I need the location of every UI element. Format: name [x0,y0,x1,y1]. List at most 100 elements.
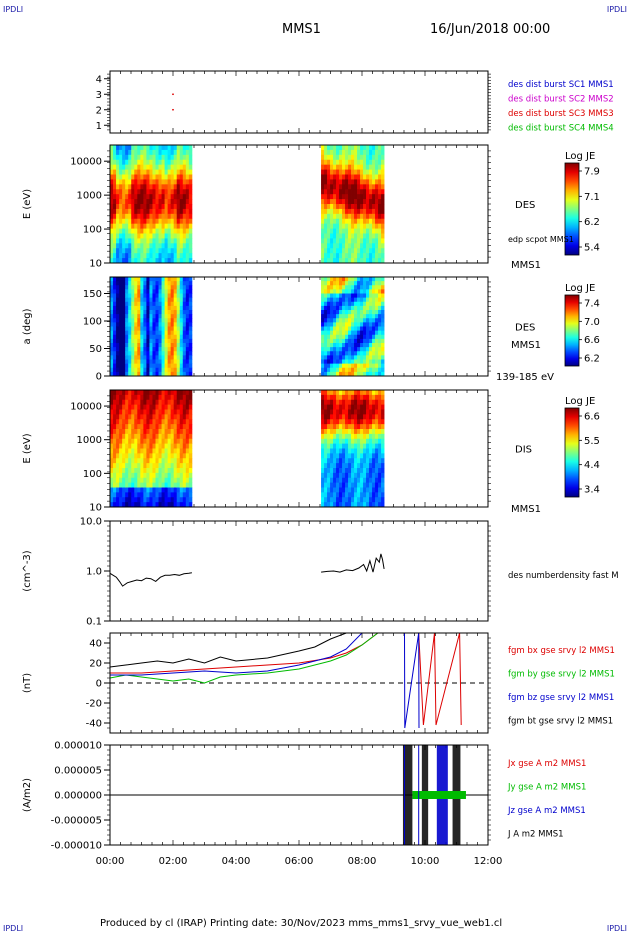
heatmap-cell [351,189,355,195]
heatmap-cell [149,419,153,425]
heatmap-cell [146,145,150,151]
heatmap-cell [351,159,355,166]
heatmap-cell [140,409,144,415]
heatmap-cell [348,285,352,290]
heatmap-cell [155,174,159,180]
heatmap-cell [164,159,169,166]
heatmap-cell [170,347,175,352]
colorbar-tick-label: 4.4 [584,460,600,471]
heatmap-cell [363,289,367,294]
heatmap-cell [357,194,361,200]
heatmap-cell [375,145,379,151]
heatmap-cell [143,347,147,352]
heatmap-cell [330,149,334,156]
heatmap-cell [182,492,187,498]
heatmap-cell [161,463,165,469]
heatmap-cell [119,477,123,484]
heatmap-cell [327,497,331,503]
y-tick-label: 0.000005 [54,766,102,777]
heatmap-cell [188,424,193,430]
heatmap-cell [321,199,325,205]
heatmap-cell [327,458,331,464]
heatmap-cell [179,318,184,323]
heatmap-cell [369,472,373,479]
heatmap-cell [173,189,178,195]
heatmap-cell [357,179,361,185]
heatmap-cell [336,492,340,498]
heatmap-cell [131,399,135,406]
heatmap-cell [188,145,193,151]
heatmap-cell [131,184,135,190]
heatmap-cell [119,482,123,488]
heatmap-cell [113,343,117,348]
heatmap-cell [372,169,376,175]
heatmap-cell [381,458,385,464]
heatmap-cell [354,248,358,254]
heatmap-cell [327,343,331,348]
heatmap-cell [128,184,132,190]
heatmap-cell [131,169,135,175]
heatmap-cell [167,314,172,319]
heatmap-cell [110,429,114,435]
heatmap-cell [122,399,126,406]
heatmap-cell [170,487,175,493]
heatmap-cell [164,305,169,311]
y-axis-label: (cm^-3) [22,550,33,591]
heatmap-cell [330,289,334,294]
heatmap-cell [119,404,123,410]
heatmap-cell [357,289,361,294]
heatmap-cell [176,154,181,161]
heatmap-cell [348,258,352,264]
heatmap-cell [372,293,376,299]
heatmap-cell [327,404,331,410]
heatmap-cell [110,502,114,508]
heatmap-cell [321,159,325,166]
heatmap-cell [119,468,123,474]
heatmap-cell [152,351,156,356]
heatmap-cell [179,414,184,420]
heatmap-cell [324,463,328,469]
legend-entry: fgm by gse srvy l2 MMS1 [508,670,615,680]
heatmap-cell [134,145,138,151]
heatmap-cell [345,487,349,493]
heatmap-cell [179,189,184,195]
heatmap-cell [158,429,162,435]
heatmap-cell [375,443,379,449]
heatmap-cell [110,223,114,229]
heatmap-cell [131,194,135,200]
heatmap-cell [152,399,156,406]
heatmap-cell [345,351,349,356]
heatmap-cell [158,238,162,244]
heatmap-cell [333,463,337,469]
heatmap-cell [327,179,331,185]
heatmap-cell [167,322,172,327]
heatmap-cell [330,443,334,449]
heatmap-cell [158,487,162,493]
heatmap-cell [122,492,126,498]
heatmap-cell [140,253,144,259]
heatmap-cell [357,404,361,410]
heatmap-cell [381,419,385,425]
heatmap-cell [372,314,376,319]
heatmap-cell [375,371,379,377]
heatmap-cell [110,322,114,327]
heatmap-cell [119,174,123,180]
heatmap-cell [363,404,367,410]
heatmap-cell [366,289,370,294]
heatmap-cell [375,289,379,294]
heatmap-cell [116,472,120,479]
heatmap-cell [137,371,141,377]
heatmap-cell [155,293,159,299]
heatmap-cell [360,285,364,290]
heatmap-cell [149,371,153,377]
heatmap-cell [360,310,364,315]
heatmap-cell [372,159,376,166]
heatmap-cell [113,404,117,410]
heatmap-cell [176,277,181,282]
heatmap-cell [158,424,162,430]
heatmap-cell [161,305,165,311]
heatmap-cell [116,194,120,200]
heatmap-cell [327,145,331,151]
heatmap-cell [113,399,117,406]
heatmap-cell [348,301,352,307]
